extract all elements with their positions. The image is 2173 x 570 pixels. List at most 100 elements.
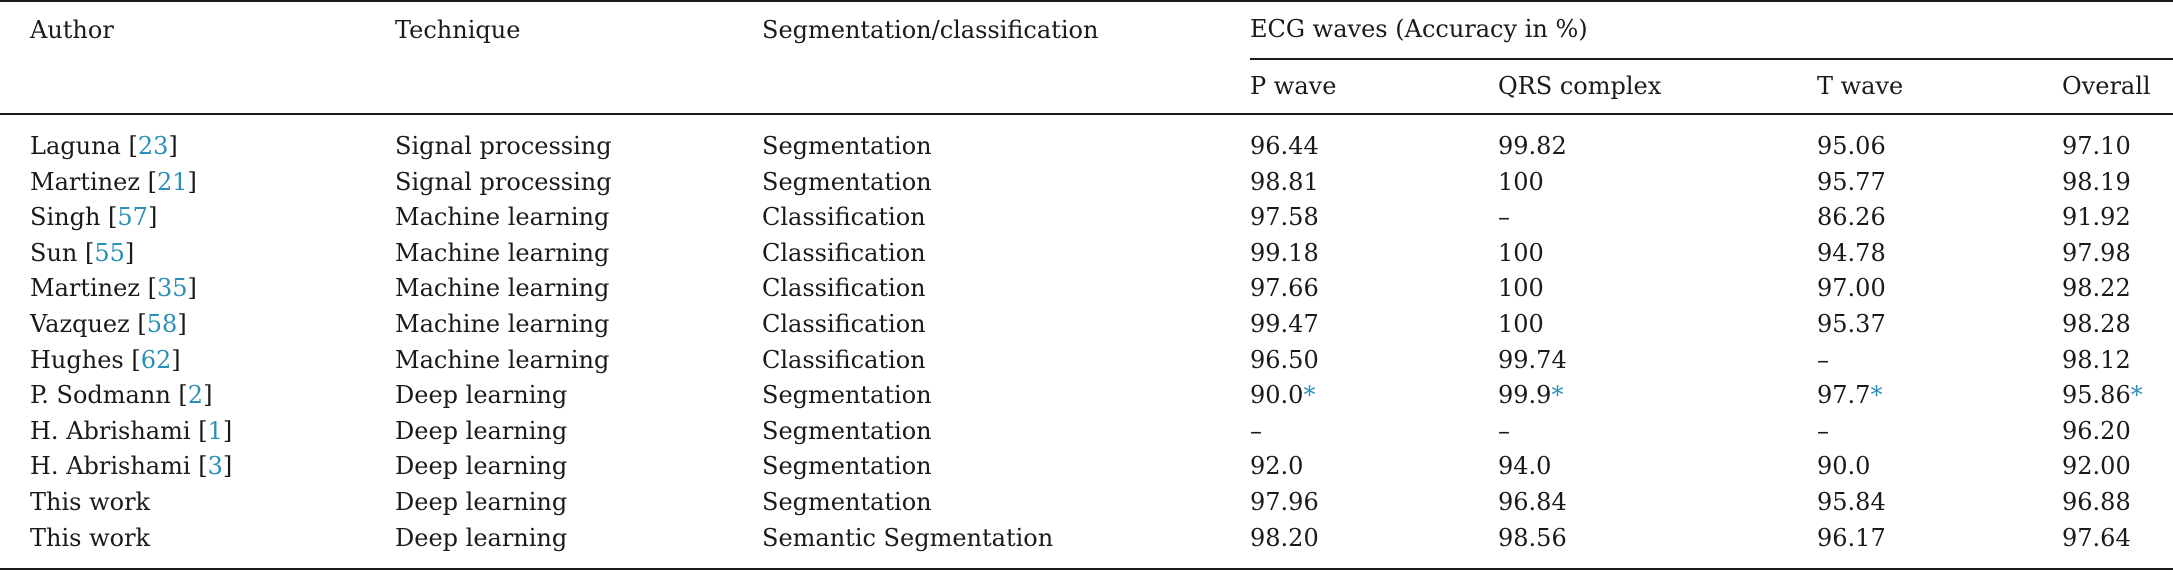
cell-overall: 96.20 bbox=[2062, 414, 2173, 450]
header-t-wave: T wave bbox=[1817, 71, 1904, 100]
table-row: Laguna [23] Signal processing Segmentation… bbox=[0, 114, 2173, 165]
cell-qrs-value: 96.84 bbox=[1498, 487, 1567, 516]
author-name: This work bbox=[30, 487, 151, 516]
cell-author: Hughes [62] bbox=[0, 343, 395, 379]
cell-t-wave-value: 97.7 bbox=[1817, 381, 1871, 410]
citation-link[interactable]: 55 bbox=[94, 238, 125, 267]
cell-type: Classification bbox=[762, 236, 1250, 272]
author-name: H. Abrishami bbox=[30, 416, 199, 445]
cell-overall: 98.12 bbox=[2062, 343, 2173, 379]
author-name: Laguna bbox=[30, 132, 129, 160]
cell-t-wave-value: 90.0 bbox=[1817, 452, 1871, 481]
cell-author: Singh [57] bbox=[0, 200, 395, 236]
author-name: Singh bbox=[30, 203, 109, 232]
citation-link[interactable]: 35 bbox=[156, 274, 188, 303]
cell-overall: 91.92 bbox=[2062, 200, 2173, 236]
cell-author: Sun [55] bbox=[0, 236, 395, 272]
cell-p-wave-value: 97.66 bbox=[1250, 274, 1319, 303]
cell-overall-value: 97.10 bbox=[2062, 132, 2131, 160]
cell-qrs: 99.82 bbox=[1498, 114, 1817, 165]
header-ecg-group: ECG waves (Accuracy in %) bbox=[1250, 1, 2173, 60]
cell-p-wave-value: 96.44 bbox=[1250, 132, 1319, 160]
cell-t-wave-value: – bbox=[1817, 345, 1829, 374]
ref-close-bracket: ] bbox=[187, 274, 197, 303]
cell-overall-value: 98.28 bbox=[2062, 309, 2131, 338]
cell-overall: 95.86* bbox=[2062, 378, 2173, 414]
footnote-asterisk[interactable]: * bbox=[1551, 381, 1564, 410]
cell-overall: 97.64 bbox=[2062, 521, 2173, 570]
citation-link[interactable]: 62 bbox=[140, 345, 172, 374]
cell-t-wave: 96.17 bbox=[1817, 521, 2062, 570]
cell-qrs: 100 bbox=[1498, 165, 1817, 201]
cell-type: Segmentation bbox=[762, 165, 1250, 201]
cell-qrs: 99.74 bbox=[1498, 343, 1817, 379]
cell-overall-value: 98.12 bbox=[2062, 345, 2131, 374]
cell-type: Classification bbox=[762, 200, 1250, 236]
cell-p-wave-value: 97.96 bbox=[1250, 487, 1319, 516]
cell-technique-value: Deep learning bbox=[395, 487, 568, 516]
ref-open-bracket: [ bbox=[198, 452, 208, 481]
cell-qrs-value: 100 bbox=[1498, 167, 1544, 196]
citation-link[interactable]: 58 bbox=[146, 309, 178, 338]
cell-author: P. Sodmann [2] bbox=[0, 378, 395, 414]
citation-link[interactable]: 23 bbox=[137, 132, 169, 160]
cell-technique: Deep learning bbox=[395, 521, 762, 570]
cell-overall: 98.22 bbox=[2062, 271, 2173, 307]
cell-author: Laguna [23] bbox=[0, 114, 395, 165]
citation-link[interactable]: 21 bbox=[156, 167, 188, 196]
cell-author: Vazquez [58] bbox=[0, 307, 395, 343]
header-p-wave: P wave bbox=[1250, 71, 1337, 100]
citation-link[interactable]: 1 bbox=[207, 416, 223, 445]
ref-open-bracket: [ bbox=[178, 381, 188, 410]
cell-qrs-value: 100 bbox=[1498, 238, 1544, 267]
cell-p-wave: 97.66 bbox=[1250, 271, 1498, 307]
cell-technique-value: Machine learning bbox=[395, 274, 610, 303]
ref-close-bracket: ] bbox=[124, 238, 135, 267]
cell-t-wave-value: 95.84 bbox=[1817, 487, 1886, 516]
cell-type-value: Classification bbox=[762, 345, 926, 374]
cell-type: Segmentation bbox=[762, 114, 1250, 165]
author-name: This work bbox=[30, 523, 151, 552]
author-name: H. Abrishami bbox=[30, 452, 199, 481]
cell-qrs-value: 98.56 bbox=[1498, 523, 1567, 552]
cell-type-value: Classification bbox=[762, 274, 926, 303]
cell-t-wave-value: 96.17 bbox=[1817, 523, 1886, 552]
cell-type-value: Segmentation bbox=[762, 381, 932, 410]
citation-link[interactable]: 57 bbox=[117, 203, 148, 232]
cell-technique-value: Machine learning bbox=[395, 203, 610, 232]
ref-close-bracket: ] bbox=[222, 452, 233, 481]
cell-qrs-value: – bbox=[1498, 203, 1510, 232]
cell-author: H. Abrishami [3] bbox=[0, 449, 395, 485]
cell-qrs: 100 bbox=[1498, 307, 1817, 343]
header-seg-class: Segmentation/classification bbox=[762, 15, 1099, 44]
cell-qrs-value: 99.82 bbox=[1498, 132, 1567, 160]
header-empty-2 bbox=[395, 59, 762, 114]
cell-t-wave: 97.7* bbox=[1817, 378, 2062, 414]
table-row: H. Abrishami [1] Deep learning Segmentatio… bbox=[0, 414, 2173, 450]
cell-t-wave: – bbox=[1817, 343, 2062, 379]
citation-link[interactable]: 2 bbox=[187, 381, 204, 410]
table-row: Martinez [21] Signal processing Segmentati… bbox=[0, 165, 2173, 201]
footnote-asterisk[interactable]: * bbox=[1303, 381, 1316, 410]
cell-overall-value: 95.86 bbox=[2062, 381, 2131, 410]
cell-overall: 97.98 bbox=[2062, 236, 2173, 272]
cell-t-wave-value: 95.77 bbox=[1817, 167, 1886, 196]
footnote-asterisk[interactable]: * bbox=[2130, 381, 2143, 410]
cell-overall: 92.00 bbox=[2062, 449, 2173, 485]
cell-qrs: 96.84 bbox=[1498, 485, 1817, 521]
cell-qrs: 98.56 bbox=[1498, 521, 1817, 570]
ref-open-bracket: [ bbox=[198, 416, 208, 445]
cell-technique: Machine learning bbox=[395, 200, 762, 236]
cell-author: This work bbox=[0, 485, 395, 521]
header-row-2: P wave QRS complex T wave Overall bbox=[0, 59, 2173, 114]
footnote-asterisk[interactable]: * bbox=[1870, 381, 1883, 410]
cell-p-wave-value: 98.81 bbox=[1250, 167, 1319, 196]
cell-overall-value: 96.20 bbox=[2062, 416, 2131, 445]
cell-type-value: Classification bbox=[762, 309, 926, 338]
ref-open-bracket: [ bbox=[147, 167, 157, 196]
citation-link[interactable]: 3 bbox=[207, 452, 223, 481]
cell-technique-value: Deep learning bbox=[395, 452, 568, 481]
cell-technique-value: Signal processing bbox=[395, 132, 612, 160]
cell-p-wave: 99.47 bbox=[1250, 307, 1498, 343]
